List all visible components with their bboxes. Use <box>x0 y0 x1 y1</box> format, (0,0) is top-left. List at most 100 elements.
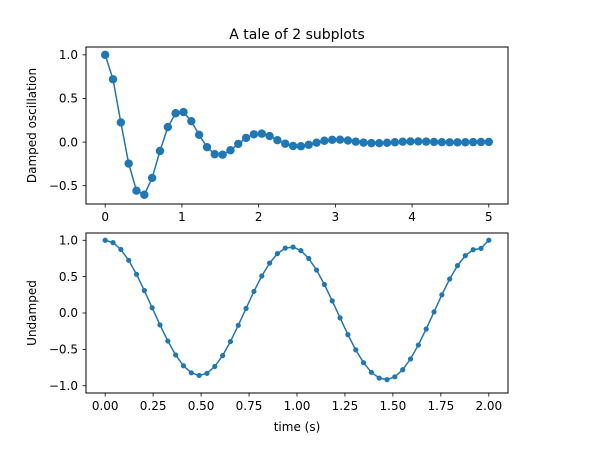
undamped-data-point <box>368 369 374 375</box>
undamped-data-point <box>478 245 484 251</box>
undamped-data-point <box>282 245 288 251</box>
undamped-data-point <box>470 247 476 253</box>
damped-data-point <box>312 138 321 147</box>
undamped-x-axis-label: time (s) <box>274 420 321 434</box>
damped-x-tick-label: 1 <box>178 210 186 224</box>
undamped-data-point <box>337 315 343 321</box>
damped-data-point <box>445 138 454 147</box>
undamped-data-point <box>157 322 163 328</box>
damped-data-point <box>375 138 384 148</box>
undamped-data-point <box>118 246 124 253</box>
damped-data-point <box>132 186 141 195</box>
undamped-data-point <box>431 309 437 315</box>
damped-data-point <box>116 118 126 127</box>
undamped-data-point <box>227 338 234 345</box>
damped-data-point <box>320 136 329 145</box>
undamped-data-point <box>290 244 296 250</box>
undamped-data-point <box>196 372 202 379</box>
damped-data-point <box>421 137 431 146</box>
damped-data-point <box>202 142 212 152</box>
damped-series <box>100 50 494 199</box>
damped-axes-frame <box>85 46 509 205</box>
damped-data-point <box>241 133 251 143</box>
damped-data-point <box>179 107 188 117</box>
damped-data-point <box>210 150 219 159</box>
damped-data-point <box>194 130 204 139</box>
damped-data-point <box>171 109 180 118</box>
damped-x-tick-label: 5 <box>485 210 493 224</box>
damped-data-point <box>288 141 298 151</box>
undamped-data-point <box>486 237 492 243</box>
undamped-axes-frame <box>85 232 509 394</box>
damped-x-tick-label: 4 <box>408 210 416 224</box>
damped-data-point <box>382 138 392 147</box>
undamped-data-point <box>204 370 210 376</box>
undamped-data-point <box>462 253 468 259</box>
damped-data-point <box>108 75 118 84</box>
damped-data-point <box>429 137 439 147</box>
damped-ticks: 0 1 2 3 4 5 −0.5 0.0 0.5 1.0 <box>49 48 493 224</box>
damped-x-tick-label: 2 <box>255 210 263 224</box>
damped-data-point <box>273 135 282 145</box>
undamped-x-tick-label: 0.25 <box>140 399 167 413</box>
damped-data-point <box>414 137 423 146</box>
damped-data-point <box>140 190 149 199</box>
undamped-y-tick-label: −1.0 <box>49 379 78 393</box>
damped-data-point <box>296 142 306 151</box>
undamped-data-point <box>274 250 281 257</box>
undamped-data-point <box>407 356 414 362</box>
undamped-x-tick-label: 0.50 <box>188 399 215 413</box>
undamped-data-point <box>298 248 304 254</box>
damped-y-tick-label: 0.5 <box>59 92 78 106</box>
damped-data-point <box>468 137 478 147</box>
undamped-data-point <box>400 367 406 373</box>
damped-data-point <box>359 138 368 147</box>
undamped-data-point <box>360 360 367 366</box>
undamped-x-tick-label: 1.75 <box>428 399 455 413</box>
damped-data-point <box>304 140 313 149</box>
undamped-data-point <box>345 332 351 338</box>
undamped-data-point <box>102 237 108 243</box>
damped-data-point <box>476 137 486 147</box>
undamped-data-point <box>133 271 140 277</box>
damped-data-point <box>398 137 407 146</box>
undamped-data-point <box>454 263 461 269</box>
undamped-data-point <box>384 377 390 383</box>
undamped-data-point <box>110 240 116 246</box>
undamped-data-point <box>188 370 194 376</box>
damped-data-point <box>234 139 243 149</box>
undamped-data-point <box>329 298 335 304</box>
undamped-data-point <box>173 352 179 358</box>
undamped-data-point <box>313 267 320 273</box>
damped-y-tick-label: 1.0 <box>59 48 78 62</box>
damped-data-point <box>187 116 196 126</box>
damped-data-point <box>265 131 274 141</box>
undamped-data-point <box>267 260 273 266</box>
damped-data-point <box>390 138 400 147</box>
undamped-data-point <box>392 374 398 380</box>
undamped-y-tick-label: 0.0 <box>59 306 78 320</box>
damped-data-point <box>335 135 345 144</box>
damped-data-point <box>406 137 415 146</box>
damped-data-point <box>257 129 266 138</box>
damped-data-point <box>453 138 462 147</box>
damped-y-tick-label: 0.0 <box>59 135 78 149</box>
undamped-data-point <box>251 288 257 295</box>
undamped-data-point <box>439 292 445 298</box>
damped-data-point <box>218 150 227 159</box>
damped-data-point <box>100 50 110 60</box>
damped-x-tick-label: 0 <box>101 210 109 224</box>
damped-data-point <box>437 138 447 147</box>
undamped-data-point <box>243 305 249 311</box>
undamped-y-tick-label: 0.5 <box>59 270 78 284</box>
undamped-data-point <box>353 347 359 353</box>
undamped-series <box>102 237 492 383</box>
damped-subplot: 0 1 2 3 4 5 −0.5 0.0 0.5 1.0 Damped oscillation <box>25 46 509 224</box>
damped-data-point <box>147 173 157 183</box>
undamped-subplot: 0.00 0.25 0.50 0.75 1.00 1.25 1.50 1.75 2.00 −1.0… <box>25 232 509 434</box>
undamped-x-tick-label: 0.00 <box>92 399 119 413</box>
undamped-data-point <box>259 273 265 279</box>
undamped-data-point <box>141 287 147 294</box>
